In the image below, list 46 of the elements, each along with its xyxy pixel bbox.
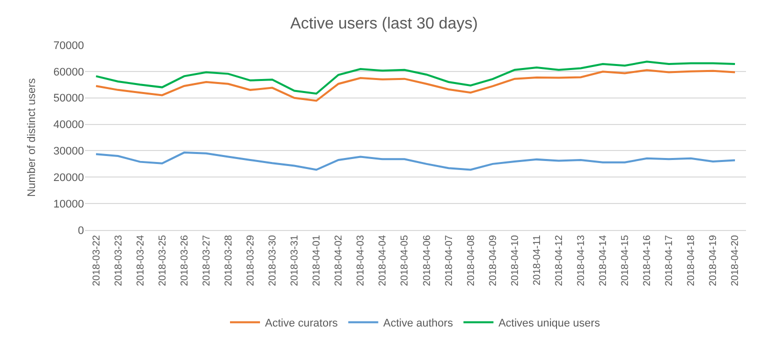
x-tick-label: 2018-04-19 xyxy=(708,234,720,286)
y-tick-label: 0 xyxy=(78,224,84,237)
x-tick-label: 2018-03-24 xyxy=(135,234,146,286)
x-tick-label: 2018-04-11 xyxy=(532,234,543,286)
x-tick-label: 2018-04-12 xyxy=(554,234,565,286)
x-tick-label: 2018-04-16 xyxy=(642,234,654,286)
x-tick-label: 2018-04-10 xyxy=(510,234,521,286)
legend-label: Actives unique users xyxy=(498,317,600,330)
x-tick-label: 2018-04-06 xyxy=(422,234,433,286)
y-tick-label: 30000 xyxy=(53,146,84,158)
y-tick-label: 10000 xyxy=(53,198,84,210)
x-tick-label: 2018-03-23 xyxy=(113,234,124,286)
y-tick-label: 50000 xyxy=(53,92,84,105)
x-tick-label: 2018-04-02 xyxy=(334,234,345,286)
x-tick-label: 2018-04-15 xyxy=(620,234,632,286)
y-tick-label: 20000 xyxy=(53,172,84,184)
x-tick-label: 2018-04-20 xyxy=(730,234,742,286)
x-tick-label: 2018-03-30 xyxy=(268,234,279,286)
x-tick-label: 2018-04-05 xyxy=(400,234,411,286)
x-tick-label: 2018-03-29 xyxy=(246,234,256,286)
x-tick-label: 2018-03-22 xyxy=(91,234,102,286)
legend-label: Active curators xyxy=(265,317,338,330)
x-tick-label: 2018-03-26 xyxy=(179,234,190,286)
x-tick-label: 2018-04-04 xyxy=(378,234,389,286)
line-series xyxy=(95,60,736,95)
x-tick-label: 2018-04-14 xyxy=(598,234,610,286)
x-tick-label: 2018-04-18 xyxy=(686,234,698,286)
line-series xyxy=(95,152,736,171)
y-axis-title: Number of distinct users xyxy=(26,78,38,197)
y-tick-label: 40000 xyxy=(53,119,84,132)
x-tick-label: 2018-03-31 xyxy=(290,234,301,286)
x-tick-label: 2018-04-01 xyxy=(312,234,323,286)
x-tick-label: 2018-04-17 xyxy=(664,234,676,286)
x-tick-label: 2018-04-03 xyxy=(356,234,367,286)
line-series xyxy=(95,69,736,102)
legend-label: Active authors xyxy=(383,317,454,330)
x-tick-label: 2018-03-25 xyxy=(157,234,168,286)
chart-title: Active users (last 30 days) xyxy=(290,16,478,33)
y-tick-label: 60000 xyxy=(53,66,84,78)
y-tick-label: 70000 xyxy=(53,40,84,52)
x-tick-label: 2018-04-13 xyxy=(576,234,587,286)
x-tick-label: 2018-04-08 xyxy=(466,234,477,286)
x-tick-label: 2018-04-09 xyxy=(488,234,499,286)
x-tick-label: 2018-03-27 xyxy=(201,234,212,286)
x-tick-label: 2018-04-07 xyxy=(444,234,455,286)
x-tick-label: 2018-03-28 xyxy=(223,234,234,286)
